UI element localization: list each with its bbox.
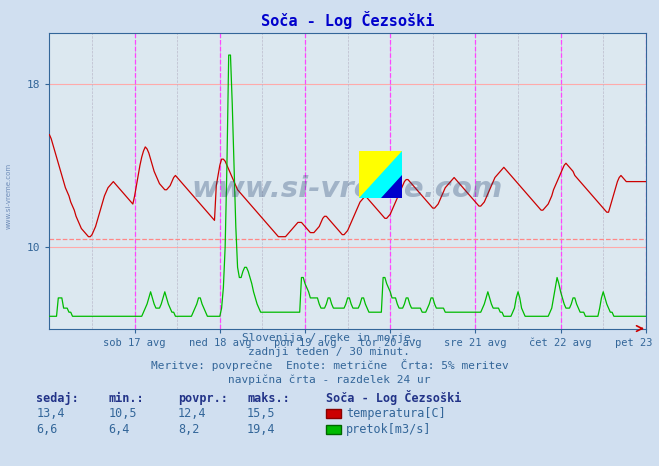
Text: maks.:: maks.: [247,392,290,405]
Text: 6,4: 6,4 [109,423,130,436]
Polygon shape [359,151,402,198]
Text: Meritve: povprečne  Enote: metrične  Črta: 5% meritev: Meritve: povprečne Enote: metrične Črta:… [151,359,508,371]
Polygon shape [359,151,402,198]
Text: Slovenija / reke in morje.: Slovenija / reke in morje. [242,333,417,343]
Text: temperatura[C]: temperatura[C] [346,407,445,420]
Text: 19,4: 19,4 [247,423,275,436]
Text: Soča - Log Čezsoški: Soča - Log Čezsoški [326,390,461,405]
Text: pretok[m3/s]: pretok[m3/s] [346,423,432,436]
Text: zadnji teden / 30 minut.: zadnji teden / 30 minut. [248,347,411,357]
Text: navpična črta - razdelek 24 ur: navpična črta - razdelek 24 ur [228,375,431,385]
Text: 8,2: 8,2 [178,423,199,436]
Text: www.si-vreme.com: www.si-vreme.com [192,176,503,204]
Text: sedaj:: sedaj: [36,392,79,405]
Text: www.si-vreme.com: www.si-vreme.com [5,163,12,229]
Text: 6,6: 6,6 [36,423,57,436]
Text: 12,4: 12,4 [178,407,206,420]
Text: min.:: min.: [109,392,144,405]
Title: Soča - Log Čezsoški: Soča - Log Čezsoški [261,11,434,29]
Text: 13,4: 13,4 [36,407,65,420]
Text: 15,5: 15,5 [247,407,275,420]
Polygon shape [381,175,402,198]
Text: 10,5: 10,5 [109,407,137,420]
Text: povpr.:: povpr.: [178,392,228,405]
